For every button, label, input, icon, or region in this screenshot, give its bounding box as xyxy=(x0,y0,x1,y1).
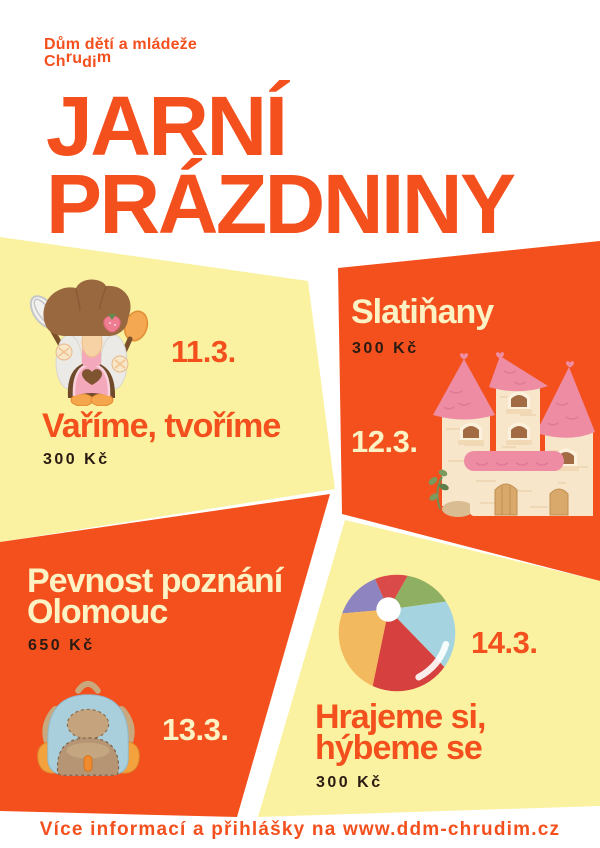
event-price: 300 Kč xyxy=(352,340,419,357)
event-date: 11.3. xyxy=(171,334,236,369)
event-title: Vaříme, tvoříme xyxy=(42,407,281,445)
beach-ball-icon xyxy=(338,574,456,692)
event-title: Hrajeme si, hýbeme se xyxy=(315,698,486,767)
event-title: Slatiňany xyxy=(351,293,494,331)
event-date: 14.3. xyxy=(471,625,538,660)
footer-info: Více informací a přihlášky na www.ddm-ch… xyxy=(39,819,561,840)
page-title: JARNÍ PRÁZDNINY xyxy=(46,79,516,251)
event-title: Pevnost poznání Olomouc xyxy=(27,562,283,631)
castle-icon xyxy=(428,352,595,517)
event-price: 300 Kč xyxy=(43,451,110,468)
backpack-icon xyxy=(37,680,140,776)
event-date: 12.3. xyxy=(351,424,418,459)
gnome-chef-icon xyxy=(29,279,149,406)
event-price: 300 Kč xyxy=(316,774,383,791)
event-price: 650 Kč xyxy=(28,637,95,654)
event-date: 13.3. xyxy=(162,712,229,747)
org-name-line2: Chrudim xyxy=(44,49,112,71)
org-name-line1: Dům dětí a mládeže xyxy=(44,36,197,53)
